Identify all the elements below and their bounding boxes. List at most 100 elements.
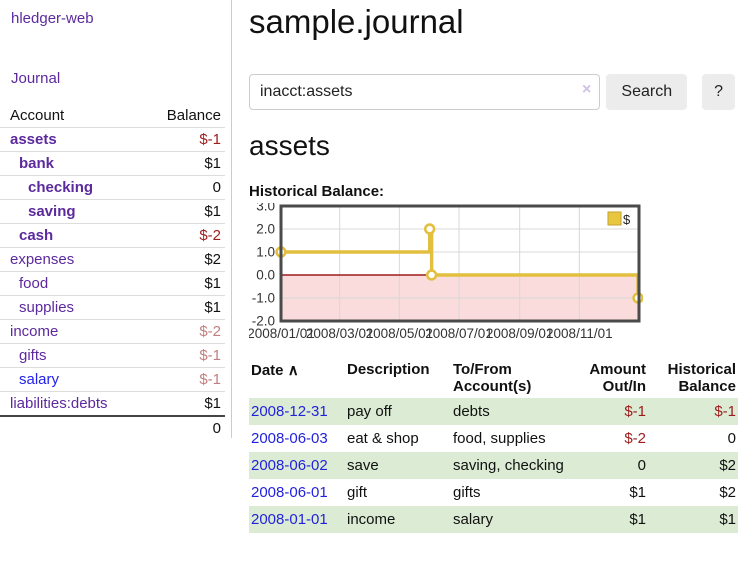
- accounts-table-header: Account Balance: [0, 104, 225, 128]
- svg-text:2.0: 2.0: [256, 222, 275, 237]
- register-cell-balance: $2: [719, 457, 736, 474]
- svg-text:2008/09/01: 2008/09/01: [486, 326, 554, 341]
- register-cell-balance: 0: [727, 430, 736, 447]
- accounts-total-row: 0: [0, 416, 225, 440]
- account-link-checking[interactable]: checking: [28, 179, 94, 196]
- svg-text:2008/11/01: 2008/11/01: [546, 326, 613, 341]
- page-title: sample.journal: [249, 3, 464, 40]
- register-cell-description: pay off: [347, 403, 392, 420]
- account-balance: $-1: [199, 371, 221, 388]
- account-link-expenses[interactable]: expenses: [10, 251, 75, 268]
- transaction-date-link[interactable]: 2008-12-31: [251, 403, 328, 420]
- clear-search-icon[interactable]: ×: [582, 81, 592, 98]
- register-cell-accounts: salary: [453, 511, 494, 528]
- register-row: 2008-06-03 eat & shop food, supplies $-2 0: [249, 425, 738, 452]
- search-input[interactable]: [249, 74, 601, 110]
- chart-canvas: $3.0 2.0 1.0 0.0 -1.0 -2.02008/01/012008/03/0…: [247, 199, 644, 341]
- account-row: expenses $2: [0, 247, 225, 272]
- account-balance: $-2: [199, 323, 221, 340]
- account-row: salary $-1: [0, 367, 225, 392]
- account-row: supplies $1: [0, 295, 225, 320]
- register-cell-description: income: [347, 511, 396, 528]
- account-link-income[interactable]: income: [10, 323, 59, 340]
- register-cell-description: save: [347, 457, 379, 474]
- register-col-date[interactable]: Date ∧: [251, 362, 299, 379]
- register-cell-balance: $1: [719, 511, 736, 528]
- register-col-amount: Amount Out/In: [589, 361, 646, 395]
- app-title-link[interactable]: hledger-web: [11, 10, 94, 27]
- register-table-header: Date ∧ Description To/From Account(s) Am…: [249, 358, 738, 398]
- account-row: assets $-1: [0, 127, 225, 152]
- sort-asc-icon: ∧: [287, 362, 299, 379]
- account-link-saving[interactable]: saving: [28, 203, 76, 220]
- account-row: saving $1: [0, 199, 225, 224]
- register-cell-date: 2008-12-31: [249, 398, 345, 425]
- transaction-date-link[interactable]: 2008-06-03: [251, 430, 328, 447]
- register-table: Date ∧ Description To/From Account(s) Am…: [249, 358, 738, 533]
- account-link-gifts[interactable]: gifts: [19, 347, 47, 364]
- register-row: 2008-06-02 save saving, checking 0 $2: [249, 452, 738, 479]
- account-row: checking 0: [0, 175, 225, 200]
- register-cell-amount: $-2: [624, 430, 646, 447]
- register-cell-description: gift: [347, 484, 368, 501]
- account-link-bank[interactable]: bank: [19, 155, 55, 172]
- svg-text:$: $: [623, 212, 631, 227]
- account-balance: $1: [204, 275, 221, 292]
- account-link-food[interactable]: food: [19, 275, 49, 292]
- accounts-col-balance: Balance: [166, 107, 221, 124]
- register-row: 2008-01-01 income salary $1 $1: [249, 506, 738, 533]
- register-cell-balance: $2: [719, 484, 736, 501]
- register-cell-accounts: saving, checking: [453, 457, 564, 474]
- svg-text:3.0: 3.0: [256, 203, 275, 214]
- sidebar-item-journal[interactable]: Journal: [11, 70, 61, 87]
- svg-text:-2.0: -2.0: [252, 314, 275, 329]
- account-link-cash[interactable]: cash: [19, 227, 54, 244]
- register-cell-description: eat & shop: [347, 430, 419, 447]
- help-button[interactable]: ?: [702, 74, 735, 110]
- register-cell-accounts: debts: [453, 403, 490, 420]
- account-row: liabilities:debts $1: [0, 391, 225, 417]
- account-link-liabilities-debts[interactable]: liabilities:debts: [10, 395, 108, 412]
- register-row: 2008-06-01 gift gifts $1 $2: [249, 479, 738, 506]
- account-link-assets[interactable]: assets: [10, 131, 57, 148]
- register-col-balance: Historical Balance: [667, 361, 736, 395]
- svg-text:2008/07/01: 2008/07/01: [425, 326, 493, 341]
- svg-text:2008/03/01: 2008/03/01: [306, 326, 374, 341]
- register-row: 2008-12-31 pay off debts $-1 $-1: [249, 398, 738, 425]
- account-row: bank $1: [0, 151, 225, 176]
- account-balance: $-1: [199, 131, 221, 148]
- accounts-table: Account Balance assets $-1 bank $1 checking 0…: [0, 104, 225, 440]
- account-heading: assets: [249, 130, 330, 161]
- account-balance: 0: [212, 179, 221, 196]
- account-row: gifts $-1: [0, 343, 225, 368]
- sidebar: hledger-web Journal Account Balance asse…: [0, 0, 232, 438]
- account-link-supplies[interactable]: supplies: [19, 299, 75, 316]
- register-cell-date: 2008-01-01: [249, 506, 345, 533]
- historical-balance-chart: $3.0 2.0 1.0 0.0 -1.0 -2.0 2008/01/01 2008/03/0…: [247, 199, 735, 348]
- main-content: sample.journal × Search ? assets Histori…: [232, 0, 742, 533]
- register-col-accounts: To/From Account(s): [453, 361, 532, 395]
- account-balance: $1: [204, 203, 221, 220]
- accounts-col-account: Account: [10, 107, 65, 124]
- svg-text:1.0: 1.0: [256, 245, 275, 260]
- account-row: income $-2: [0, 319, 225, 344]
- account-link-salary[interactable]: salary: [19, 371, 60, 388]
- register-cell-date: 2008-06-01: [249, 479, 345, 506]
- register-col-description: Description: [347, 361, 430, 378]
- account-balance: $1: [204, 395, 221, 412]
- svg-text:0.0: 0.0: [256, 268, 275, 283]
- transaction-date-link[interactable]: 2008-06-01: [251, 484, 328, 501]
- account-row: food $1: [0, 271, 225, 296]
- register-cell-accounts: food, supplies: [453, 430, 546, 447]
- svg-text:2008/01/01: 2008/01/01: [249, 326, 315, 341]
- svg-text:2008/05/01: 2008/05/01: [366, 326, 434, 341]
- search-button[interactable]: Search: [606, 74, 688, 110]
- account-balance: $1: [204, 299, 221, 316]
- account-balance: $-2: [199, 227, 221, 244]
- search-form: × Search ?: [249, 74, 735, 110]
- transaction-date-link[interactable]: 2008-01-01: [251, 511, 328, 528]
- register-cell-amount: $1: [629, 511, 646, 528]
- account-row: cash $-2: [0, 223, 225, 248]
- transaction-date-link[interactable]: 2008-06-02: [251, 457, 328, 474]
- register-cell-amount: $-1: [624, 403, 646, 420]
